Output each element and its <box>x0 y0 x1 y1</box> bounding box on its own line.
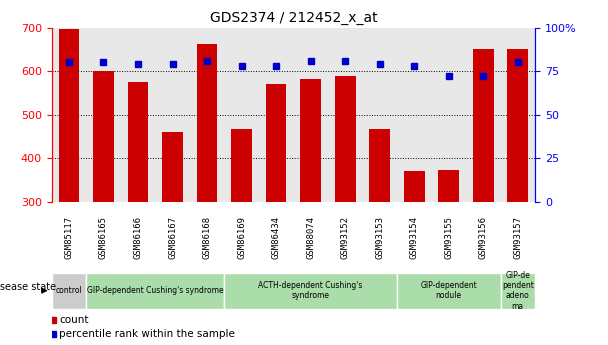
Text: GSM93157: GSM93157 <box>513 216 522 259</box>
Text: percentile rank within the sample: percentile rank within the sample <box>59 329 235 339</box>
Bar <box>58 29 79 202</box>
Bar <box>397 273 500 309</box>
Text: GSM93156: GSM93156 <box>478 216 488 259</box>
Text: GSM93154: GSM93154 <box>410 216 419 259</box>
Bar <box>93 71 114 202</box>
Bar <box>162 132 183 202</box>
Text: disease state: disease state <box>0 282 56 292</box>
Text: GSM93153: GSM93153 <box>375 216 384 259</box>
Text: GSM86169: GSM86169 <box>237 216 246 259</box>
Bar <box>369 129 390 202</box>
Text: ACTH-dependent Cushing's
syndrome: ACTH-dependent Cushing's syndrome <box>258 281 363 300</box>
Text: GSM86165: GSM86165 <box>99 216 108 259</box>
Text: GSM86167: GSM86167 <box>168 216 177 259</box>
Bar <box>266 84 286 202</box>
Text: GIP-de
pendent
adeno
ma: GIP-de pendent adeno ma <box>502 270 534 311</box>
Bar <box>335 76 356 202</box>
Bar <box>300 79 321 202</box>
Text: GSM85117: GSM85117 <box>64 216 74 259</box>
Bar <box>86 273 224 309</box>
Text: GSM93152: GSM93152 <box>340 216 350 259</box>
Text: GSM86434: GSM86434 <box>272 216 281 259</box>
Bar <box>128 82 148 202</box>
Bar <box>508 49 528 202</box>
Bar <box>500 273 535 309</box>
Bar <box>473 49 494 202</box>
Text: control: control <box>55 286 82 295</box>
Text: GIP-dependent Cushing's syndrome: GIP-dependent Cushing's syndrome <box>87 286 224 295</box>
Bar <box>224 273 397 309</box>
Bar <box>231 129 252 202</box>
Text: GIP-dependent
nodule: GIP-dependent nodule <box>420 281 477 300</box>
Bar <box>196 44 218 202</box>
Text: count: count <box>59 315 88 325</box>
Bar <box>404 171 424 202</box>
Text: GSM86168: GSM86168 <box>202 216 212 259</box>
Title: GDS2374 / 212452_x_at: GDS2374 / 212452_x_at <box>210 11 377 25</box>
Text: GSM88074: GSM88074 <box>306 216 315 259</box>
Text: GSM86166: GSM86166 <box>134 216 142 259</box>
Bar <box>438 170 459 202</box>
Text: GSM93155: GSM93155 <box>444 216 453 259</box>
Bar <box>52 273 86 309</box>
